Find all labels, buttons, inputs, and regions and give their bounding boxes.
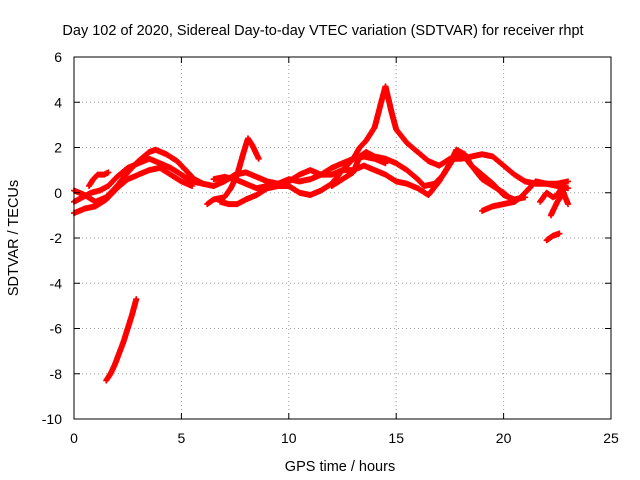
y-tick-label: 0 — [54, 185, 62, 201]
series-markers — [103, 296, 140, 384]
x-tick-label: 20 — [496, 430, 512, 446]
series-arc-6 — [204, 135, 262, 208]
series-markers — [547, 189, 567, 219]
x-tick-label: 0 — [70, 430, 78, 446]
y-tick-label: -8 — [50, 366, 63, 382]
series-markers — [217, 83, 571, 208]
y-tick-label: 6 — [54, 49, 62, 65]
x-tick-label: 15 — [388, 430, 404, 446]
series-arc-13 — [543, 230, 563, 244]
y-tick-label: -4 — [50, 275, 63, 291]
grid — [74, 57, 611, 419]
series-arc-4 — [86, 169, 112, 189]
chart-title: Day 102 of 2020, Sidereal Day-to-day VTE… — [62, 23, 583, 39]
series-markers — [479, 198, 518, 214]
y-tick-label: -6 — [50, 321, 63, 337]
ticks: 0 5 10 15 20 25 -10 -8 -6 -4 -2 0 2 4 6 — [42, 49, 619, 446]
data-points — [71, 83, 571, 384]
y-axis-label: SDTVAR / TECUs — [6, 180, 22, 296]
x-tick-label: 25 — [603, 430, 619, 446]
x-tick-label: 10 — [281, 430, 297, 446]
series-markers — [543, 230, 563, 244]
y-tick-label: -2 — [50, 230, 63, 246]
series-arc-8 — [217, 83, 571, 208]
series-markers — [86, 169, 112, 189]
y-tick-label: -10 — [42, 411, 62, 427]
y-tick-label: 4 — [54, 94, 62, 110]
series-arc-14 — [547, 189, 567, 219]
x-axis-label: GPS time / hours — [285, 459, 395, 475]
series-markers — [204, 135, 262, 208]
series-arc-11 — [479, 198, 518, 214]
x-tick-label: 5 — [178, 430, 186, 446]
series-arc-5 — [103, 296, 140, 384]
y-tick-label: 2 — [54, 140, 62, 156]
